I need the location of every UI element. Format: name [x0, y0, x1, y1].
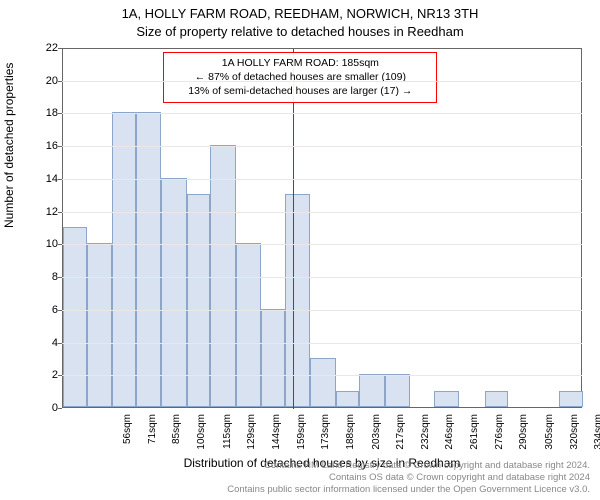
- x-tick-label: 100sqm: [196, 414, 207, 464]
- x-tick-label: 261sqm: [469, 414, 480, 464]
- x-tick-label: 115sqm: [222, 414, 233, 464]
- y-tick-label: 16: [30, 140, 58, 152]
- gridline-h: [62, 244, 582, 245]
- y-tick-label: 0: [30, 402, 58, 414]
- x-tick-label: 305sqm: [544, 414, 555, 464]
- gridline-h: [62, 343, 582, 344]
- x-tick-label: 276sqm: [494, 414, 505, 464]
- y-tick-label: 6: [30, 304, 58, 316]
- y-tick-mark: [58, 212, 62, 213]
- y-tick-mark: [58, 408, 62, 409]
- marker-info-box: 1A HOLLY FARM ROAD: 185sqm ← 87% of deta…: [163, 52, 437, 103]
- histogram-bar: [63, 227, 87, 407]
- histogram-bar: [87, 243, 112, 407]
- y-tick-label: 8: [30, 271, 58, 283]
- x-tick-label: 71sqm: [147, 414, 158, 464]
- x-tick-label: 159sqm: [296, 414, 307, 464]
- histogram-bar: [136, 112, 161, 407]
- y-tick-mark: [58, 146, 62, 147]
- histogram-bar: [310, 358, 335, 407]
- y-tick-mark: [58, 277, 62, 278]
- x-tick-label: 290sqm: [518, 414, 529, 464]
- x-tick-label: 246sqm: [444, 414, 455, 464]
- y-tick-mark: [58, 375, 62, 376]
- y-tick-mark: [58, 244, 62, 245]
- histogram-bar: [485, 391, 509, 407]
- histogram-bar: [559, 391, 583, 407]
- marker-line: [293, 49, 294, 409]
- x-tick-label: 320sqm: [569, 414, 580, 464]
- chart-title-1: 1A, HOLLY FARM ROAD, REEDHAM, NORWICH, N…: [0, 6, 600, 21]
- y-tick-label: 12: [30, 206, 58, 218]
- gridline-h: [62, 179, 582, 180]
- x-tick-label: 203sqm: [371, 414, 382, 464]
- histogram-bar: [336, 391, 360, 407]
- y-tick-mark: [58, 81, 62, 82]
- gridline-h: [62, 375, 582, 376]
- y-tick-mark: [58, 113, 62, 114]
- x-tick-label: 217sqm: [395, 414, 406, 464]
- gridline-h: [62, 81, 582, 82]
- y-tick-label: 2: [30, 369, 58, 381]
- chart-title-2: Size of property relative to detached ho…: [0, 24, 600, 39]
- histogram-bar: [261, 309, 285, 407]
- histogram-bar: [359, 374, 384, 407]
- y-tick-mark: [58, 310, 62, 311]
- y-tick-label: 10: [30, 238, 58, 250]
- x-tick-label: 129sqm: [246, 414, 257, 464]
- x-tick-label: 232sqm: [420, 414, 431, 464]
- attribution-line2: Contains OS data © Crown copyright and d…: [227, 472, 590, 484]
- y-tick-mark: [58, 179, 62, 180]
- gridline-h: [62, 277, 582, 278]
- y-axis-label: Number of detached properties: [2, 63, 16, 228]
- gridline-h: [62, 113, 582, 114]
- attribution-text: Contains HM Land Registry data © Crown c…: [227, 460, 590, 496]
- info-box-line2: ← 87% of detached houses are smaller (10…: [170, 70, 430, 84]
- y-tick-label: 14: [30, 173, 58, 185]
- histogram-bar: [434, 391, 459, 407]
- x-tick-label: 334sqm: [593, 414, 600, 464]
- chart-container: 1A, HOLLY FARM ROAD, REEDHAM, NORWICH, N…: [0, 0, 600, 500]
- x-tick-label: 56sqm: [122, 414, 133, 464]
- y-tick-label: 22: [30, 42, 58, 54]
- gridline-h: [62, 212, 582, 213]
- info-box-line3: 13% of semi-detached houses are larger (…: [170, 84, 430, 98]
- histogram-bar: [236, 243, 261, 407]
- histogram-bar: [385, 374, 410, 407]
- plot-area: 1A HOLLY FARM ROAD: 185sqm ← 87% of deta…: [62, 48, 582, 408]
- y-tick-mark: [58, 48, 62, 49]
- y-tick-label: 18: [30, 107, 58, 119]
- gridline-h: [62, 310, 582, 311]
- x-tick-label: 188sqm: [345, 414, 356, 464]
- x-tick-label: 173sqm: [320, 414, 331, 464]
- gridline-h: [62, 146, 582, 147]
- x-tick-label: 144sqm: [271, 414, 282, 464]
- info-box-title: 1A HOLLY FARM ROAD: 185sqm: [170, 56, 430, 70]
- attribution-line3: Contains public sector information licen…: [227, 484, 590, 496]
- histogram-bar: [112, 112, 136, 407]
- x-tick-label: 85sqm: [171, 414, 182, 464]
- y-tick-mark: [58, 343, 62, 344]
- y-tick-label: 20: [30, 75, 58, 87]
- y-tick-label: 4: [30, 337, 58, 349]
